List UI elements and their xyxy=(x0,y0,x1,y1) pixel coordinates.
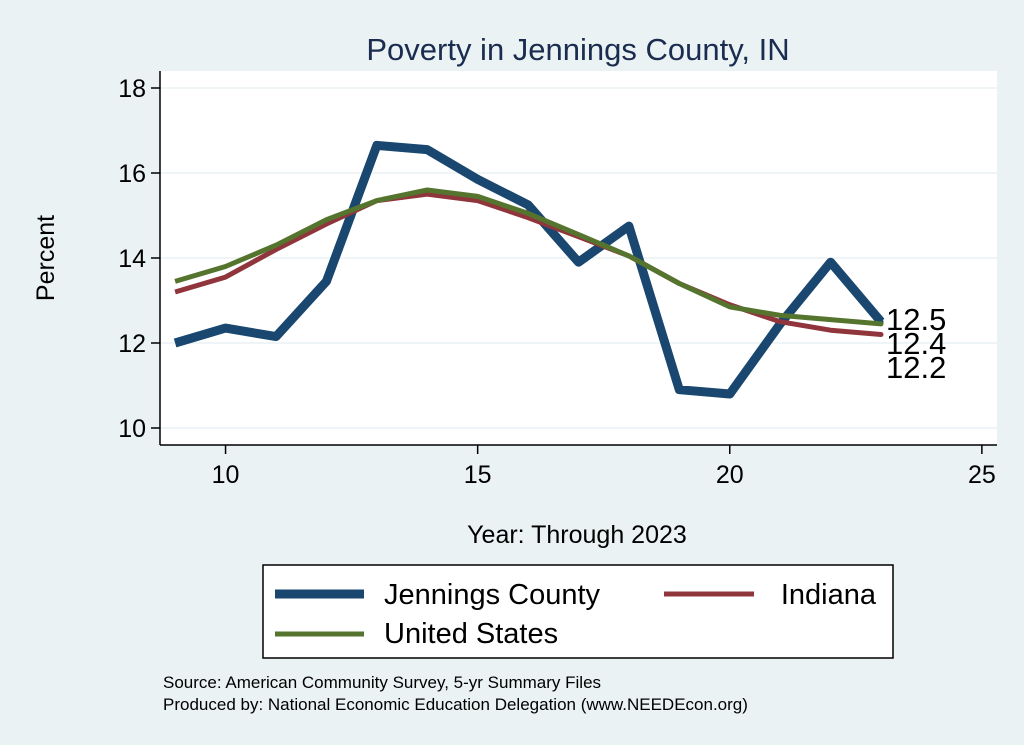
y-tick-label: 16 xyxy=(118,160,146,188)
series-line-indiana xyxy=(174,191,882,337)
x-axis-title: Year: Through 2023 xyxy=(467,521,687,549)
legend-label-indiana: Indiana xyxy=(781,579,877,611)
legend-label-jennings-county: Jennings County xyxy=(384,579,601,611)
y-tick-label: 18 xyxy=(118,75,146,103)
x-tick-label: 15 xyxy=(464,461,492,489)
series-end-point-indiana xyxy=(878,332,884,337)
end-label-united-states: 12.4 xyxy=(886,326,946,361)
y-axis-title: Percent xyxy=(32,215,60,301)
end-label-indiana: 12.2 xyxy=(886,350,946,385)
legend-box xyxy=(262,564,894,659)
series-line-jennings-county xyxy=(173,140,885,399)
y-tick-label: 10 xyxy=(118,415,146,443)
legend: Jennings County Indiana United States xyxy=(262,564,894,659)
end-label-jennings-county: 12.5 xyxy=(886,302,946,337)
legend-label-united-states: United States xyxy=(384,618,558,650)
y-tick-label: 14 xyxy=(118,245,146,273)
axes: 10 12 14 16 18 10 15 20 25 xyxy=(118,71,997,489)
series-line-united-states xyxy=(174,187,882,327)
end-labels: 12.512.412.2 xyxy=(886,302,946,385)
y-tick-label: 12 xyxy=(118,330,146,358)
x-tick-label: 10 xyxy=(212,461,240,489)
x-tick-label: 20 xyxy=(716,461,744,489)
x-tick-label: 25 xyxy=(968,461,996,489)
series-end-point-united-states xyxy=(878,321,884,327)
series-lines xyxy=(173,140,885,399)
chart-title: Poverty in Jennings County, IN xyxy=(366,32,789,67)
source-line-2: Produced by: National Economic Education… xyxy=(163,695,748,714)
source-line-1: Source: American Community Survey, 5-yr … xyxy=(163,673,601,692)
